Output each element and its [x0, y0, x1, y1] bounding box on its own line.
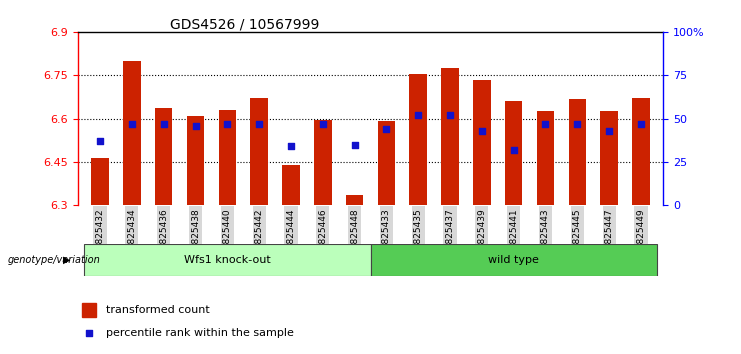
- Bar: [632, 98, 650, 205]
- Point: [476, 128, 488, 133]
- Bar: [123, 61, 141, 205]
- Point: [571, 121, 583, 127]
- Text: genotype/variation: genotype/variation: [7, 255, 100, 265]
- Point: [83, 330, 95, 336]
- Bar: [314, 120, 331, 205]
- Bar: [410, 74, 427, 205]
- Bar: [378, 121, 395, 205]
- Point: [158, 121, 170, 127]
- Bar: [91, 158, 109, 205]
- Text: Wfs1 knock-out: Wfs1 knock-out: [184, 255, 270, 265]
- Bar: [568, 99, 586, 205]
- Bar: [84, 244, 370, 276]
- Text: wild type: wild type: [488, 255, 539, 265]
- Point: [412, 112, 424, 118]
- Bar: [536, 112, 554, 205]
- Bar: [600, 112, 618, 205]
- Bar: [250, 98, 268, 205]
- Text: percentile rank within the sample: percentile rank within the sample: [105, 328, 293, 338]
- Point: [222, 121, 233, 127]
- Bar: [346, 195, 363, 205]
- Text: ▶: ▶: [63, 255, 70, 265]
- Bar: [219, 110, 236, 205]
- Point: [126, 121, 138, 127]
- Point: [539, 121, 551, 127]
- Bar: [473, 80, 491, 205]
- Point: [380, 126, 392, 132]
- Point: [285, 143, 297, 149]
- Bar: [155, 108, 173, 205]
- Bar: [282, 165, 299, 205]
- Point: [635, 121, 647, 127]
- Point: [190, 123, 202, 129]
- Point: [317, 121, 329, 127]
- Bar: [370, 244, 657, 276]
- Point: [508, 147, 519, 153]
- Bar: [187, 116, 205, 205]
- Text: transformed count: transformed count: [105, 305, 210, 315]
- Point: [603, 128, 615, 133]
- Point: [349, 142, 361, 148]
- Point: [444, 112, 456, 118]
- Bar: [82, 303, 96, 317]
- Point: [253, 121, 265, 127]
- Point: [94, 138, 106, 144]
- Text: GDS4526 / 10567999: GDS4526 / 10567999: [170, 18, 319, 32]
- Bar: [442, 68, 459, 205]
- Bar: [505, 101, 522, 205]
